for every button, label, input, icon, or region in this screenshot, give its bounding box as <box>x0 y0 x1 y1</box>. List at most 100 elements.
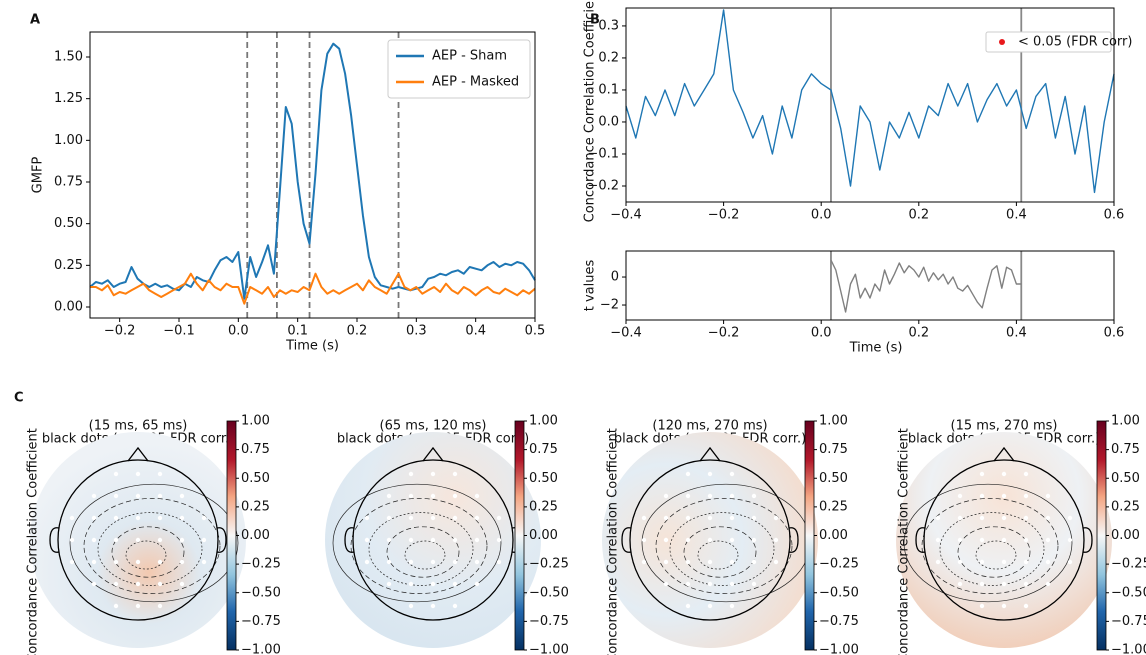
sensor <box>135 537 141 543</box>
sensor <box>201 537 207 543</box>
sensor <box>729 537 735 543</box>
sensor <box>1001 581 1007 587</box>
topomap-title: (120 ms, 270 ms) <box>652 419 767 434</box>
contour <box>111 526 185 578</box>
sensor <box>685 559 691 565</box>
x-tick-label: 0.4 <box>465 324 486 339</box>
topomap <box>325 432 541 648</box>
ear <box>344 527 355 553</box>
colorbar-tick-label: −0.50 <box>1111 585 1146 600</box>
colorbar-tick-label: 0.00 <box>819 528 848 543</box>
head-outline <box>629 459 791 621</box>
colorbar <box>226 420 237 651</box>
series-line <box>90 272 536 305</box>
sensor <box>386 493 392 499</box>
sensor <box>408 559 414 565</box>
sensor <box>1023 559 1029 565</box>
sensor <box>157 559 163 565</box>
sensor <box>707 515 713 521</box>
colorbar-tick-label: −0.75 <box>1111 614 1146 629</box>
sensor <box>707 537 713 543</box>
topomap <box>896 432 1112 648</box>
y-tick-label: 0.00 <box>54 300 83 315</box>
topomap-title: (15 ms, 270 ms) <box>951 419 1058 434</box>
sensor <box>408 537 414 543</box>
colorbar-tick-label: 1.00 <box>241 414 270 429</box>
sensor <box>91 493 97 499</box>
y-tick-label: −0.1 <box>587 146 619 161</box>
sensor <box>1023 603 1029 609</box>
colorbar-tick-label: 0.25 <box>241 499 270 514</box>
colorbar-tick-label: −0.25 <box>529 557 569 572</box>
y-tick-label: 1.25 <box>54 91 83 106</box>
sensor <box>773 515 779 521</box>
sensor <box>751 537 757 543</box>
contour <box>332 483 502 603</box>
x-tick-label: 0.4 <box>1006 326 1027 341</box>
contour <box>350 498 488 594</box>
x-tick-label: −0.2 <box>708 208 740 223</box>
sensor <box>430 603 436 609</box>
sensor <box>957 581 963 587</box>
plot-frame <box>625 7 1115 203</box>
sensor <box>979 559 985 565</box>
topomap <box>30 432 246 648</box>
legend-marker <box>999 39 1005 45</box>
sensor <box>201 515 207 521</box>
sensor <box>386 537 392 543</box>
series-line <box>625 9 1115 194</box>
x-tick-label: −0.2 <box>104 324 136 339</box>
colorbar-tick-label: 0.75 <box>241 442 270 457</box>
sensor <box>707 471 713 477</box>
sensor <box>386 581 392 587</box>
y-tick-label: −2 <box>600 298 619 313</box>
sensor <box>1067 537 1073 543</box>
sensor <box>979 471 985 477</box>
sensor <box>496 515 502 521</box>
x-tick-label: 0.2 <box>908 208 929 223</box>
sensor <box>408 493 414 499</box>
series-line <box>830 259 1022 313</box>
colorbar-tick-label: −0.25 <box>1111 557 1146 572</box>
sensor <box>430 471 436 477</box>
colorbar <box>804 420 815 651</box>
sensor <box>685 471 691 477</box>
sensor <box>452 471 458 477</box>
colorbar-tick-label: −0.50 <box>241 585 281 600</box>
sensor <box>452 515 458 521</box>
sensor <box>364 559 370 565</box>
sensor <box>685 515 691 521</box>
nose <box>993 446 1015 462</box>
sensor <box>113 537 119 543</box>
sensor <box>430 493 436 499</box>
colorbar-axis-label: Concordance Correlation Coefficient <box>26 428 41 655</box>
sensor <box>1023 471 1029 477</box>
sensor <box>1023 493 1029 499</box>
sensor <box>179 493 185 499</box>
sensor <box>729 515 735 521</box>
y-axis-label: GMFP <box>31 157 46 194</box>
sensor <box>1001 493 1007 499</box>
x-axis-label: Time (s) <box>285 339 339 354</box>
sensor <box>452 537 458 543</box>
colorbar <box>1096 420 1107 651</box>
nose <box>422 446 444 462</box>
x-tick-label: 0.3 <box>406 324 427 339</box>
contour <box>921 498 1059 594</box>
sensor <box>430 559 436 565</box>
sensor <box>474 515 480 521</box>
y-axis-label: t values <box>583 260 598 312</box>
topomap-title: (65 ms, 120 ms) <box>380 419 487 434</box>
sensor <box>957 537 963 543</box>
sensor <box>452 559 458 565</box>
topomap-title: (15 ms, 65 ms) <box>89 419 188 434</box>
sensor <box>91 515 97 521</box>
sensor <box>707 559 713 565</box>
y-tick-label: 1.00 <box>54 133 83 148</box>
ear <box>1082 527 1093 553</box>
sensor <box>935 559 941 565</box>
sensor <box>452 603 458 609</box>
sensor <box>452 581 458 587</box>
sensor <box>91 559 97 565</box>
sensor <box>157 537 163 543</box>
